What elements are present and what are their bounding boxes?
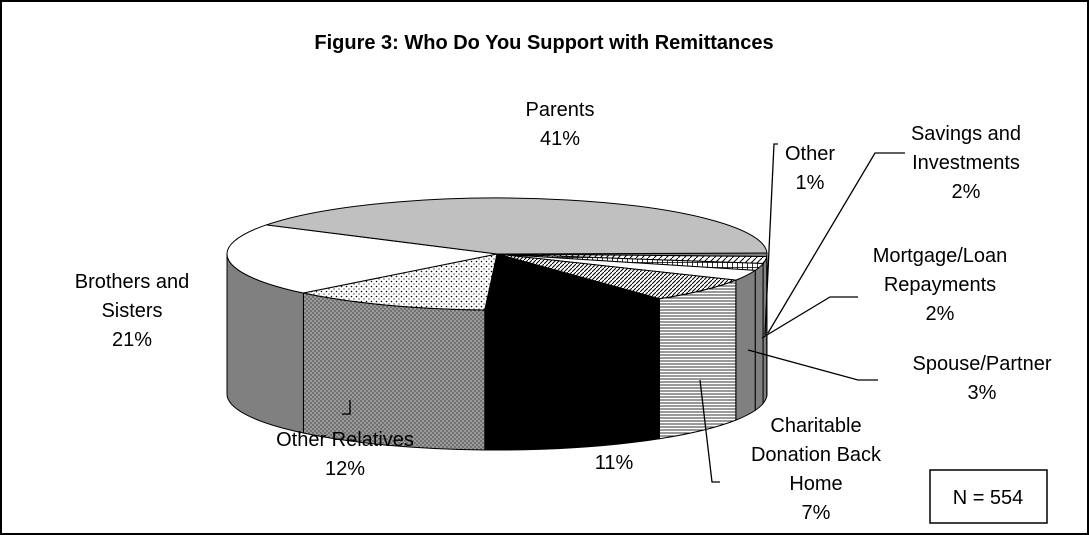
pie-top-faces [226, 197, 768, 311]
slice-brothers-and-sisters [226, 224, 498, 294]
label-parents: Parents 41% [526, 99, 595, 150]
leader-savings-and-investments [767, 152, 905, 334]
sample-size-note: N = 554 [953, 487, 1024, 509]
slice-parents [266, 197, 768, 255]
pie-side-walls [226, 253, 768, 451]
slice-charitable-donation-back-home [496, 253, 737, 300]
label-mortgage-loan-repayments: Mortgage/Loan Repayments 2% [873, 245, 1008, 325]
label-brothers-and-sisters: Brothers and Sisters 21% [75, 271, 190, 351]
label-other-relatives: Other Relatives 12% [276, 429, 414, 480]
label-children: Children 11% [577, 423, 651, 474]
slice-labels: Parents 41% Other 1% Savings and Investments 2… [75, 99, 1052, 524]
leader-other [764, 143, 778, 336]
sample-size-box [929, 469, 1048, 524]
label-charitable-donation-back-home: Charitable Donation Back Home 7% [751, 415, 882, 524]
chart-title: Figure 3: Who Do You Support with Remitt… [314, 32, 773, 54]
leader-mortgage-loan-repayments [761, 296, 858, 339]
slice-side-other-relatives [302, 292, 486, 451]
slice-other-relatives [303, 253, 498, 311]
label-spouse-partner: Spouse/Partner 3% [913, 353, 1052, 404]
slice-children [484, 253, 660, 311]
leader-lines [342, 143, 905, 483]
slice-side-spouse-partner [735, 269, 756, 421]
label-other: Other 1% [785, 143, 835, 194]
leader-charitable-donation-back-home [699, 379, 720, 483]
label-savings-and-investments: Savings and Investments 2% [911, 123, 1021, 203]
leader-other-relatives [342, 400, 351, 415]
slice-side-mortgage-loan-repayments [754, 262, 764, 412]
leader-spouse-partner [747, 349, 878, 381]
slice-side-charitable-donation-back-home [658, 279, 737, 440]
